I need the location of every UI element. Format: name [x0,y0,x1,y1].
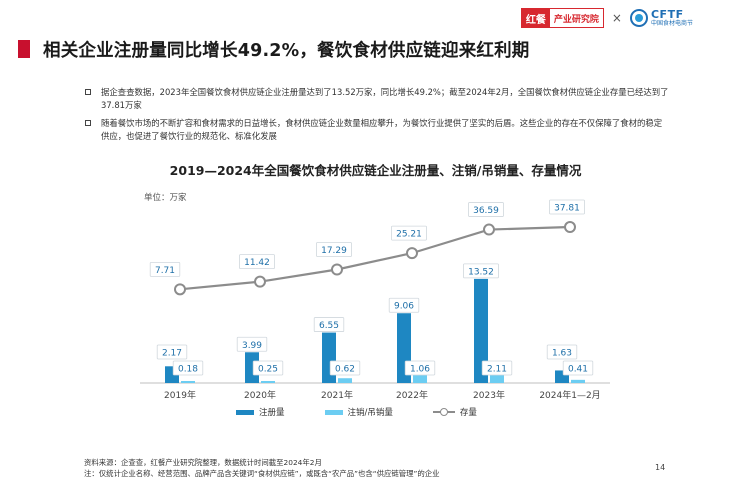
chart-legend: 注册量 注销/吊销量 存量 [236,406,477,418]
data-label-registered-box [236,336,268,352]
bar-cancelled [181,381,195,383]
data-label-registered: 2.17 [162,349,182,359]
data-label-cancelled-box [252,360,284,376]
data-label-stock: 11.42 [244,258,270,268]
cftf-logo-text: CFTF [650,8,684,21]
x-tick-label: 2023年 [473,389,505,401]
footnote: 注：仅统计企业名称、经营范围、品牌产品含关键词“食材供应链”，或既含“农产品”也… [84,468,440,478]
data-label-stock-box [549,199,585,215]
data-label-registered: 1.63 [552,349,572,359]
point-stock [483,223,495,236]
data-label-registered: 3.99 [242,341,262,351]
header-logos: 红餐 产业研究院 × CFTF 中国食材电商节 [520,8,693,28]
data-label-cancelled: 0.62 [335,365,355,375]
point-stock [564,221,576,234]
hongcan-logo: 红餐 产业研究院 [520,8,604,28]
title-accent-bar [18,40,30,58]
data-label-stock: 17.29 [321,246,347,256]
data-label-registered-box [156,344,188,360]
bullet-list: 据企查查数据，2023年全国餐饮食材供应链企业注册量达到了13.52万家，同比增… [85,86,670,148]
bar-registered [322,332,336,383]
data-label-stock: 36.59 [473,206,499,216]
legend-label-cancelled: 注销/吊销量 [347,408,393,418]
bullet-item: 随着餐饮市场的不断扩容和食材需求的日益增长，食材供应链企业数量相应攀升，为餐饮行… [85,117,670,142]
legend-swatch-registered [236,409,254,415]
page-number: 14 [655,463,666,472]
data-label-cancelled: 0.25 [258,365,278,375]
line-stock [179,225,571,291]
data-label-stock: 37.81 [554,204,580,214]
chart-title: 2019—2024年全国餐饮食材供应链企业注册量、注销/吊销量、存量情况 [169,163,582,178]
x-tick-label: 2021年 [321,389,353,401]
bullet-text: 随着餐饮市场的不断扩容和食材需求的日益增长，食材供应链企业数量相应攀升，为餐饮行… [101,118,663,141]
bar-cancelled [571,379,585,383]
x-tick-label: 2019年 [164,389,196,401]
point-stock [174,283,186,296]
point-stock [254,275,266,288]
data-label-registered: 9.06 [394,302,414,312]
point-stock [331,263,343,276]
data-label-cancelled-box [172,360,204,376]
bullet-square-icon [85,120,91,127]
data-label-registered-box [463,263,499,279]
legend-label-stock: 存量 [459,408,477,418]
data-label-registered: 6.55 [319,321,339,331]
legend-swatch-stock [432,408,455,416]
bar-registered [474,278,488,383]
data-label-cancelled-box [404,360,436,376]
hongcan-logo-mark: 红餐 [521,9,550,27]
hongcan-logo-text: 产业研究院 [553,14,599,25]
bar-cancelled [261,381,275,383]
data-label-cancelled-box [562,360,594,376]
x-tick-label: 2024年1—2月 [539,389,600,401]
bar-cancelled [338,378,352,383]
source-note: 资料来源：企查查，红餐产业研究院整理，数据统计时间截至2024年2月 [84,458,322,467]
data-label-cancelled-box [329,360,361,376]
data-label-stock: 7.71 [155,266,175,276]
data-label-registered: 13.52 [468,267,494,277]
data-label-registered-box [313,317,345,332]
legend-item-stock: 存量 [432,406,477,418]
legend-swatch-cancelled [324,409,343,415]
legend-item-registered: 注册量 [236,406,285,418]
cftf-logo: CFTF 中国食材电商节 [629,8,693,27]
data-label-cancelled: 2.11 [487,365,507,375]
data-label-stock-box [468,202,504,217]
cftf-logo-icon [629,9,648,27]
x-tick-label: 2022年 [396,389,428,401]
legend-label-registered: 注册量 [259,408,285,418]
bullet-item: 据企查查数据，2023年全国餐饮食材供应链企业注册量达到了13.52万家，同比增… [85,86,670,111]
x-tick-label: 2020年 [244,389,276,401]
footer-notes: 资料来源：企查查，红餐产业研究院整理，数据统计时间截至2024年2月 注：仅统计… [84,458,440,479]
data-label-cancelled: 1.06 [410,365,430,375]
data-label-cancelled: 0.41 [568,365,588,375]
data-label-stock: 25.21 [396,230,422,240]
legend-item-cancelled: 注销/吊销量 [324,406,393,418]
data-label-stock-box [391,225,427,241]
bullet-text: 据企查查数据，2023年全国餐饮食材供应链企业注册量达到了13.52万家，同比增… [101,87,669,110]
data-label-cancelled: 0.18 [178,365,198,375]
bar-cancelled [413,374,427,383]
cftf-logo-subtext: 中国食材电商节 [650,20,693,27]
logo-separator: × [611,11,622,25]
bullet-square-icon [85,89,91,95]
data-label-stock-box [316,242,352,257]
point-stock [406,247,418,260]
data-label-registered-box [546,344,578,360]
data-label-cancelled-box [481,360,513,376]
chart-unit-label: 单位：万家 [144,193,187,203]
data-label-stock-box [239,254,275,270]
data-label-stock-box [149,261,181,277]
page-title: 相关企业注册量同比增长49.2%，餐饮食材供应链迎来红利期 [43,41,530,61]
data-label-registered-box [388,297,420,313]
